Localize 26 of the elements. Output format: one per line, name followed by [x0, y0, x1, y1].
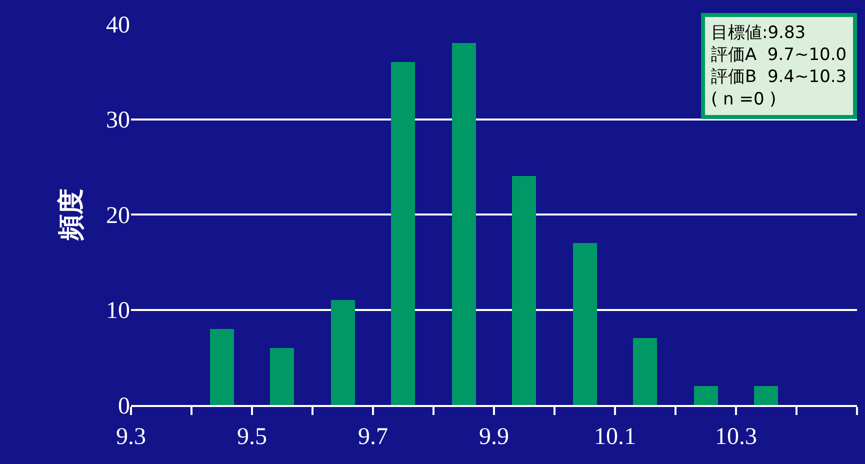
annotation: 評価B 9.4~10.3 [711, 67, 847, 88]
x-tick-label: 10.1 [594, 424, 636, 450]
annotation: ( n =0 ) [711, 89, 776, 110]
x-tick-label: 9.5 [237, 424, 267, 450]
bar [512, 176, 536, 405]
x-tick-label: 9.9 [479, 424, 509, 450]
y-tick-label: 30 [106, 108, 130, 134]
y-axis-title: 頻度 [56, 188, 86, 242]
bar [210, 329, 234, 405]
bar [754, 386, 778, 405]
bar [270, 348, 294, 405]
bar [452, 43, 476, 405]
y-tick-label: 0 [118, 393, 130, 420]
bar [573, 243, 597, 405]
y-tick-label: 10 [106, 298, 130, 324]
annotation: 評価A 9.7~10.0 [711, 45, 847, 66]
bar [391, 62, 415, 405]
bar [633, 338, 657, 405]
annotation: 目標値:9.83 [711, 23, 806, 43]
bar [694, 386, 718, 405]
x-tick-label: 10.3 [715, 424, 757, 450]
y-tick-label: 40 [106, 12, 130, 38]
x-tick-label: 9.7 [358, 424, 388, 450]
x-tick-label: 9.3 [116, 424, 146, 450]
y-tick-label: 20 [106, 202, 130, 229]
bar [331, 300, 355, 405]
